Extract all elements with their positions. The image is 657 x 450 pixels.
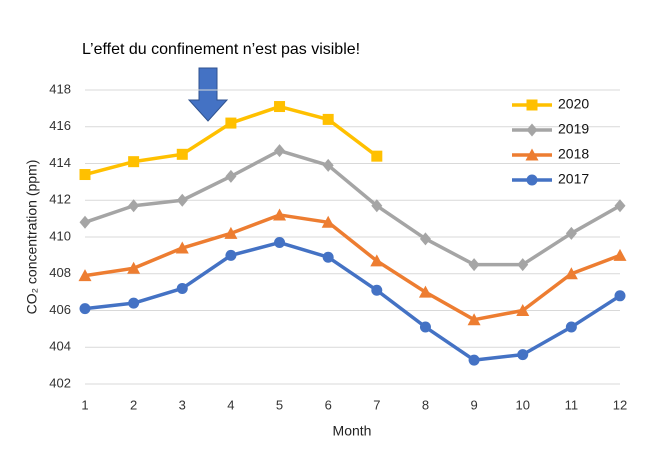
marker [79,215,91,229]
marker [419,232,431,246]
marker [371,150,383,162]
x-tick-label: 2 [130,397,137,412]
marker [224,226,238,239]
marker [565,226,577,240]
marker [127,261,141,274]
marker [516,304,530,316]
marker [613,248,627,261]
legend-label: 2017 [558,171,589,187]
marker [78,269,92,282]
legend-label: 2018 [558,146,589,162]
x-tick-label: 9 [470,397,477,412]
marker [128,156,140,168]
marker [525,148,539,161]
x-axis-label: Month [333,423,372,439]
marker [175,241,189,254]
series-line [84,213,621,322]
y-tick-label: 406 [49,302,71,317]
marker [467,313,481,326]
marker [526,123,538,137]
marker [614,199,626,213]
marker [225,169,237,183]
x-tick-label: 4 [227,397,234,412]
marker [274,237,286,249]
marker [370,254,384,267]
y-tick-label: 412 [49,192,71,207]
y-tick-label: 414 [49,155,71,170]
marker [128,199,140,213]
x-tick-label: 12 [613,397,627,412]
x-tick-label: 6 [325,397,332,412]
marker [322,113,334,125]
marker [274,101,286,113]
x-tick-label: 11 [565,397,579,412]
x-tick-label: 10 [515,397,529,412]
legend-label: 2019 [558,121,589,137]
marker [468,258,480,272]
marker [176,282,188,294]
marker [371,199,383,213]
marker [321,215,335,228]
marker [273,208,287,221]
marker [176,148,188,160]
y-tick-label: 410 [49,228,71,243]
y-tick-label: 408 [49,265,71,280]
marker [79,303,91,315]
marker [225,117,237,129]
marker [614,290,626,302]
marker [176,193,188,207]
x-tick-label: 8 [422,397,429,412]
marker [517,349,529,361]
x-tick-label: 7 [373,397,380,412]
series-line [84,148,621,267]
marker [418,285,432,298]
marker [79,169,91,181]
marker [371,284,383,296]
marker [565,321,577,333]
marker [526,99,538,111]
series-line [84,240,621,362]
x-tick-label: 3 [179,397,186,412]
marker [128,297,140,309]
marker [322,158,334,172]
y-tick-label: 402 [49,375,71,390]
marker [419,321,431,333]
annotation: L’effet du confinement n’est pas visible… [82,41,360,58]
x-tick-label: 5 [276,397,283,412]
legend-label: 2020 [558,96,589,112]
marker [468,354,480,366]
y-axis-label: CO₂ concentration (ppm) [24,160,40,315]
marker [517,258,529,272]
y-tick-label: 404 [49,339,71,354]
marker [274,144,286,158]
y-tick-label: 416 [49,118,71,133]
x-tick-label: 1 [81,397,88,412]
marker [322,251,334,263]
marker [564,267,578,280]
marker [225,249,237,261]
marker [526,174,538,186]
y-tick-label: 418 [49,81,71,96]
arrow [187,67,229,122]
